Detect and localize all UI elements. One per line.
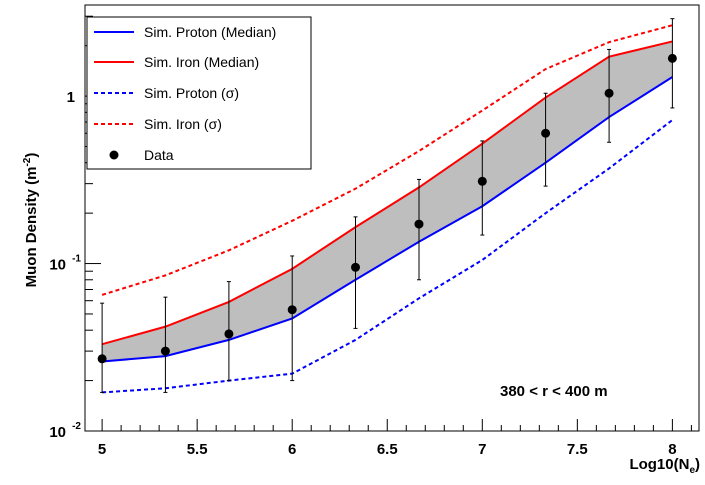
data-point	[224, 329, 234, 339]
radius-annotation: 380 < r < 400 m	[500, 383, 608, 400]
y-axis-label-sup: -2	[22, 157, 33, 166]
axes-layer: 5 5.5 6 6.5 7 7.5 8 10 -2 10 -1 1	[49, 15, 692, 458]
y-axis-label: Muon Density (m-2)	[22, 153, 40, 288]
median-band-layer	[102, 41, 673, 362]
plot-frame	[84, 4, 700, 432]
data-point	[351, 262, 361, 272]
x-tick-label: 7	[478, 441, 486, 458]
y-tick-label: 1	[67, 89, 75, 106]
x-tick-label: 6	[288, 441, 296, 458]
legend-label-proton-median: Sim. Proton (Median)	[144, 24, 276, 40]
x-axis-label: Log10(Ne)	[629, 456, 700, 476]
x-axis-label-sub: e	[689, 465, 695, 476]
x-tick-label: 7.5	[567, 441, 588, 458]
y-tick-label-exponent: -1	[72, 254, 81, 265]
legend-label-proton-sigma: Sim. Proton (σ)	[144, 85, 239, 101]
data-point	[477, 176, 487, 186]
data-point	[160, 346, 170, 356]
series-line-sim-iron-median	[101, 40, 673, 346]
data-errorbars-layer	[97, 18, 677, 393]
x-tick-label: 5	[98, 441, 106, 458]
series-line-sim-iron	[101, 24, 673, 296]
legend-label-data: Data	[144, 147, 174, 163]
data-point	[541, 128, 551, 138]
legend-label-iron-sigma: Sim. Iron (σ)	[144, 116, 222, 132]
y-axis-label-main: Muon Density (m	[23, 167, 40, 288]
y-tick-label: 10	[49, 257, 66, 274]
legend-label-iron-median: Sim. Iron (Median)	[144, 54, 259, 70]
x-tick-label: 8	[668, 441, 676, 458]
series-lines-layer	[101, 24, 673, 394]
series-line-sim-proton-median	[102, 76, 673, 363]
data-point	[287, 305, 297, 315]
median-band	[102, 41, 673, 362]
x-tick-label: 6.5	[377, 441, 398, 458]
data-point	[604, 88, 614, 98]
y-axis-label-close: )	[23, 153, 40, 158]
x-tick-label: 5.5	[187, 441, 208, 458]
x-axis-label-main: Log10(N	[629, 456, 689, 473]
data-point	[667, 53, 677, 63]
legend: Sim. Proton (Median) Sim. Iron (Median) …	[86, 16, 312, 170]
y-tick-label-exponent: -2	[72, 421, 81, 432]
y-tick-label: 10	[49, 424, 66, 441]
data-point	[414, 219, 424, 229]
data-point	[97, 354, 107, 364]
x-axis-label-close: )	[695, 456, 700, 473]
legend-marker-data	[109, 150, 119, 160]
